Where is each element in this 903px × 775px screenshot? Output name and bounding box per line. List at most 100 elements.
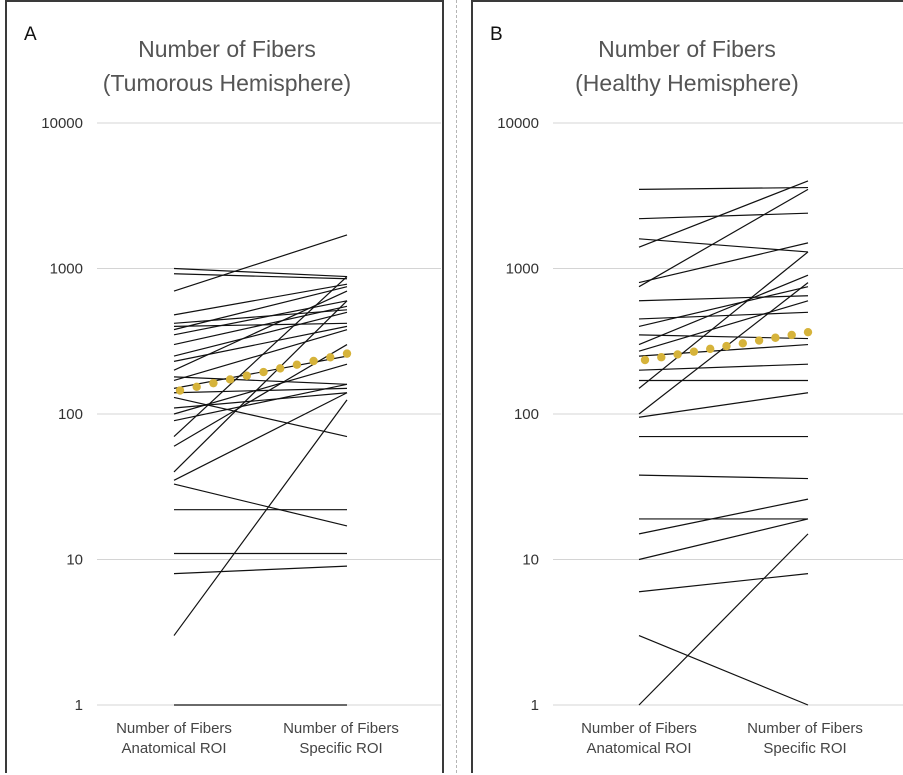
subject-line-b-3 <box>638 180 809 248</box>
subject-line-a-15 <box>173 387 348 394</box>
chart-title-b-line2: (Healthy Hemisphere) <box>575 70 799 96</box>
gridlines-b <box>553 122 903 706</box>
trend-point-a-4 <box>242 371 251 380</box>
subject-line-b-8 <box>638 286 809 327</box>
y-tick-label-a-0: 1 <box>75 697 83 714</box>
y-tick-label-a-1: 10 <box>66 552 83 569</box>
subject-line-b-4 <box>638 242 809 284</box>
chart-a-svg: A Number of Fibers (Tumorous Hemisphere)… <box>24 24 441 757</box>
panel-label-b: B <box>490 24 503 45</box>
subject-line-a-23 <box>173 392 348 481</box>
subject-line-a-11 <box>173 290 348 371</box>
subject-line-b-15 <box>638 251 809 389</box>
subject-line-a-20 <box>173 276 348 437</box>
trend-point-b-2 <box>673 350 682 359</box>
y-tick-label-b-1: 10 <box>522 552 539 569</box>
subject-line-b-0 <box>638 186 809 190</box>
subject-line-a-27 <box>173 565 348 575</box>
x-category-b-0-line2: Anatomical ROI <box>586 740 691 757</box>
panel-divider <box>456 0 457 773</box>
subject-line-b-23 <box>638 573 809 593</box>
x-category-a-0-line1: Number of Fibers <box>116 720 232 737</box>
subject-line-b-11 <box>638 300 809 352</box>
x-category-a-1-line2: Specific ROI <box>299 740 382 757</box>
trend-point-b-10 <box>803 327 813 337</box>
trend-point-a-3 <box>225 375 235 384</box>
subject-line-b-12 <box>638 343 809 357</box>
subject-line-a-9 <box>173 311 348 357</box>
y-tick-label-a-4: 10000 <box>41 115 83 132</box>
chart-title-a-line1: Number of Fibers <box>138 36 316 62</box>
trend-point-a-6 <box>276 364 285 373</box>
y-tick-labels-a: 1 10 100 1000 10000 <box>41 115 83 714</box>
subject-line-b-22 <box>638 518 809 561</box>
subject-line-b-10 <box>638 274 809 346</box>
subject-line-b-25 <box>638 533 809 706</box>
y-tick-label-b-4: 10000 <box>497 115 539 132</box>
y-tick-labels-b: 1 10 100 1000 10000 <box>497 115 539 714</box>
chart-panel-b: B Number of Fibers (Healthy Hemisphere) … <box>471 0 903 773</box>
x-category-b-0-line1: Number of Fibers <box>581 720 697 737</box>
trend-point-a-5 <box>259 367 268 377</box>
trend-point-a-2 <box>209 378 218 388</box>
subject-line-b-2 <box>638 238 809 253</box>
subject-line-b-19 <box>638 474 809 480</box>
y-tick-label-b-0: 1 <box>531 697 539 714</box>
x-category-b-1-line2: Specific ROI <box>763 740 846 757</box>
subject-line-a-0 <box>173 267 348 278</box>
subject-line-a-24 <box>173 483 348 527</box>
panel-label-a: A <box>24 24 37 45</box>
subject-line-b-7 <box>638 311 809 320</box>
subject-line-a-13 <box>173 329 348 382</box>
subject-line-a-3 <box>173 283 348 316</box>
x-category-a-1-line1: Number of Fibers <box>283 720 399 737</box>
trend-point-b-8 <box>771 333 780 342</box>
chart-title-b-line1: Number of Fibers <box>598 36 776 62</box>
trend-point-a-8 <box>309 356 318 366</box>
subject-line-a-22 <box>173 300 348 473</box>
subject-line-a-18 <box>173 363 348 415</box>
chart-b-svg: B Number of Fibers (Healthy Hemisphere) … <box>490 24 903 757</box>
subject-line-b-13 <box>638 363 809 371</box>
trend-point-b-6 <box>738 339 747 348</box>
subject-line-a-2 <box>173 234 348 292</box>
y-tick-label-a-3: 1000 <box>50 261 83 278</box>
trend-point-a-10 <box>342 349 352 358</box>
trend-point-b-5 <box>722 341 731 351</box>
trend-point-a-7 <box>292 360 302 369</box>
subject-line-a-28 <box>173 399 348 636</box>
subject-line-a-16 <box>173 396 348 438</box>
chart-panel-a: A Number of Fibers (Tumorous Hemisphere)… <box>5 0 444 773</box>
y-tick-label-b-2: 100 <box>514 406 539 423</box>
trend-point-b-3 <box>689 347 699 356</box>
subject-line-a-6 <box>173 286 348 331</box>
trend-point-b-0 <box>640 355 650 365</box>
x-category-a-0-line2: Anatomical ROI <box>121 740 226 757</box>
trend-point-a-0 <box>175 386 185 395</box>
series-lines-b <box>638 180 809 706</box>
subject-line-a-19 <box>173 383 348 422</box>
gridlines-a <box>97 122 441 706</box>
subject-line-b-9 <box>638 334 809 340</box>
trend-point-b-1 <box>657 353 666 362</box>
subject-line-a-10 <box>173 325 348 362</box>
trend-point-b-7 <box>754 336 764 345</box>
trend-point-a-1 <box>192 382 201 392</box>
subject-line-a-7 <box>173 300 348 336</box>
trend-point-a-9 <box>326 353 335 362</box>
trend-points-a <box>175 349 352 395</box>
series-lines-a <box>173 234 348 706</box>
subject-line-b-1 <box>638 212 809 220</box>
x-category-b-1-line1: Number of Fibers <box>747 720 863 737</box>
subject-line-b-5 <box>638 188 809 288</box>
subject-line-a-8 <box>173 305 348 346</box>
y-tick-label-b-3: 1000 <box>506 261 539 278</box>
subject-line-b-24 <box>638 635 809 706</box>
subject-line-b-17 <box>638 392 809 418</box>
trend-point-b-9 <box>787 330 796 340</box>
subject-line-a-1 <box>173 273 348 280</box>
subject-line-a-21 <box>173 344 348 447</box>
subject-line-a-12 <box>173 376 348 385</box>
trend-points-b <box>640 327 813 365</box>
trend-point-b-4 <box>706 344 715 354</box>
